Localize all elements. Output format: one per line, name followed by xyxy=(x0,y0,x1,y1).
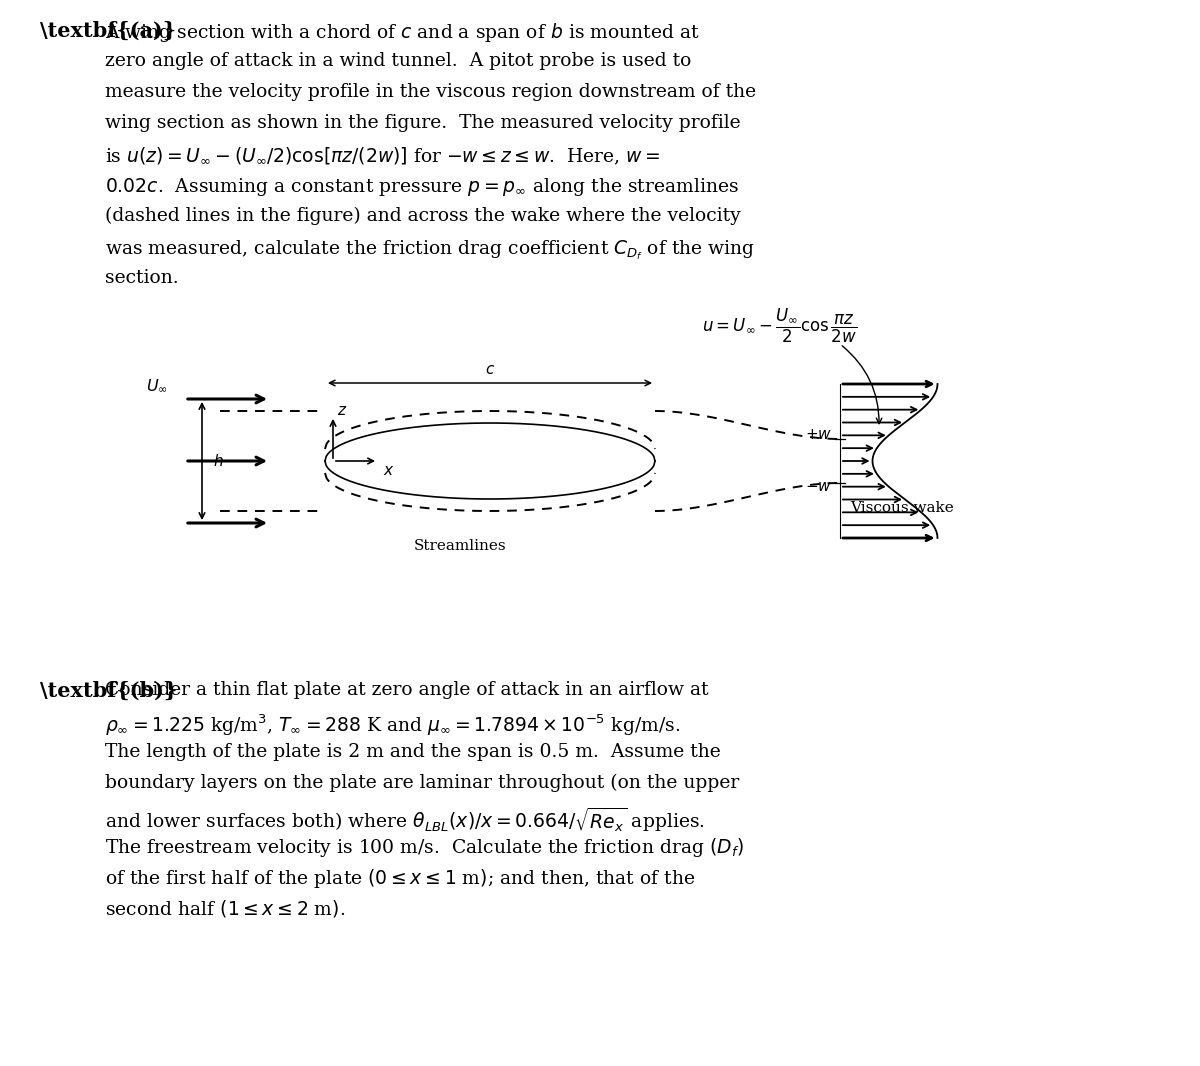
Text: $\rho_\infty = 1.225$ kg/m$^3$, $T_\infty = 288$ K and $\mu_\infty = 1.7894 \tim: $\rho_\infty = 1.225$ kg/m$^3$, $T_\inft… xyxy=(106,712,680,738)
Text: $U_\infty$: $U_\infty$ xyxy=(146,377,168,394)
Text: Streamlines: Streamlines xyxy=(414,539,506,553)
Text: was measured, calculate the friction drag coefficient $C_{D_f}$ of the wing: was measured, calculate the friction dra… xyxy=(106,238,755,261)
Text: Consider a thin flat plate at zero angle of attack in an airflow at: Consider a thin flat plate at zero angle… xyxy=(106,681,708,699)
Text: \textbf{(a)}: \textbf{(a)} xyxy=(40,21,176,41)
Text: $+w$: $+w$ xyxy=(805,429,832,442)
Text: boundary layers on the plate are laminar throughout (on the upper: boundary layers on the plate are laminar… xyxy=(106,774,739,792)
Text: A wing section with a chord of $c$ and a span of $b$ is mounted at: A wing section with a chord of $c$ and a… xyxy=(106,21,700,44)
Text: measure the velocity profile in the viscous region downstream of the: measure the velocity profile in the visc… xyxy=(106,83,756,101)
Text: (dashed lines in the figure) and across the wake where the velocity: (dashed lines in the figure) and across … xyxy=(106,207,740,225)
Text: The length of the plate is 2 m and the span is 0.5 m.  Assume the: The length of the plate is 2 m and the s… xyxy=(106,743,721,761)
Text: Viscous wake: Viscous wake xyxy=(850,501,954,515)
Text: The freestream velocity is 100 m/s.  Calculate the friction drag $(D_f)$: The freestream velocity is 100 m/s. Calc… xyxy=(106,836,744,859)
Text: and lower surfaces both) where $\theta_{LBL}(x)/x = 0.664/\sqrt{Re_x}$ applies.: and lower surfaces both) where $\theta_{… xyxy=(106,805,704,834)
Text: wing section as shown in the figure.  The measured velocity profile: wing section as shown in the figure. The… xyxy=(106,114,740,132)
Text: $x$: $x$ xyxy=(383,464,395,478)
Text: of the first half of the plate $(0 \leq x \leq 1$ m$)$; and then, that of the: of the first half of the plate $(0 \leq … xyxy=(106,867,695,890)
Text: zero angle of attack in a wind tunnel.  A pitot probe is used to: zero angle of attack in a wind tunnel. A… xyxy=(106,52,691,70)
Text: section.: section. xyxy=(106,269,179,287)
Text: $z$: $z$ xyxy=(337,404,347,418)
Text: second half $(1 \leq x \leq 2$ m$)$.: second half $(1 \leq x \leq 2$ m$)$. xyxy=(106,898,346,919)
Text: $-w$: $-w$ xyxy=(805,480,832,494)
Text: $0.02c$.  Assuming a constant pressure $p = p_\infty$ along the streamlines: $0.02c$. Assuming a constant pressure $p… xyxy=(106,176,739,198)
Text: $h$: $h$ xyxy=(214,453,223,469)
Text: $c$: $c$ xyxy=(485,364,496,377)
Text: \textbf{(b)}: \textbf{(b)} xyxy=(40,681,178,701)
Text: is $u(z) = U_\infty - (U_\infty/2)\cos[\pi z/(2w)]$ for $-w \leq z \leq w$.  Her: is $u(z) = U_\infty - (U_\infty/2)\cos[\… xyxy=(106,145,660,166)
Text: $u = U_\infty - \dfrac{U_\infty}{2}\cos\dfrac{\pi z}{2w}$: $u = U_\infty - \dfrac{U_\infty}{2}\cos\… xyxy=(702,307,858,345)
